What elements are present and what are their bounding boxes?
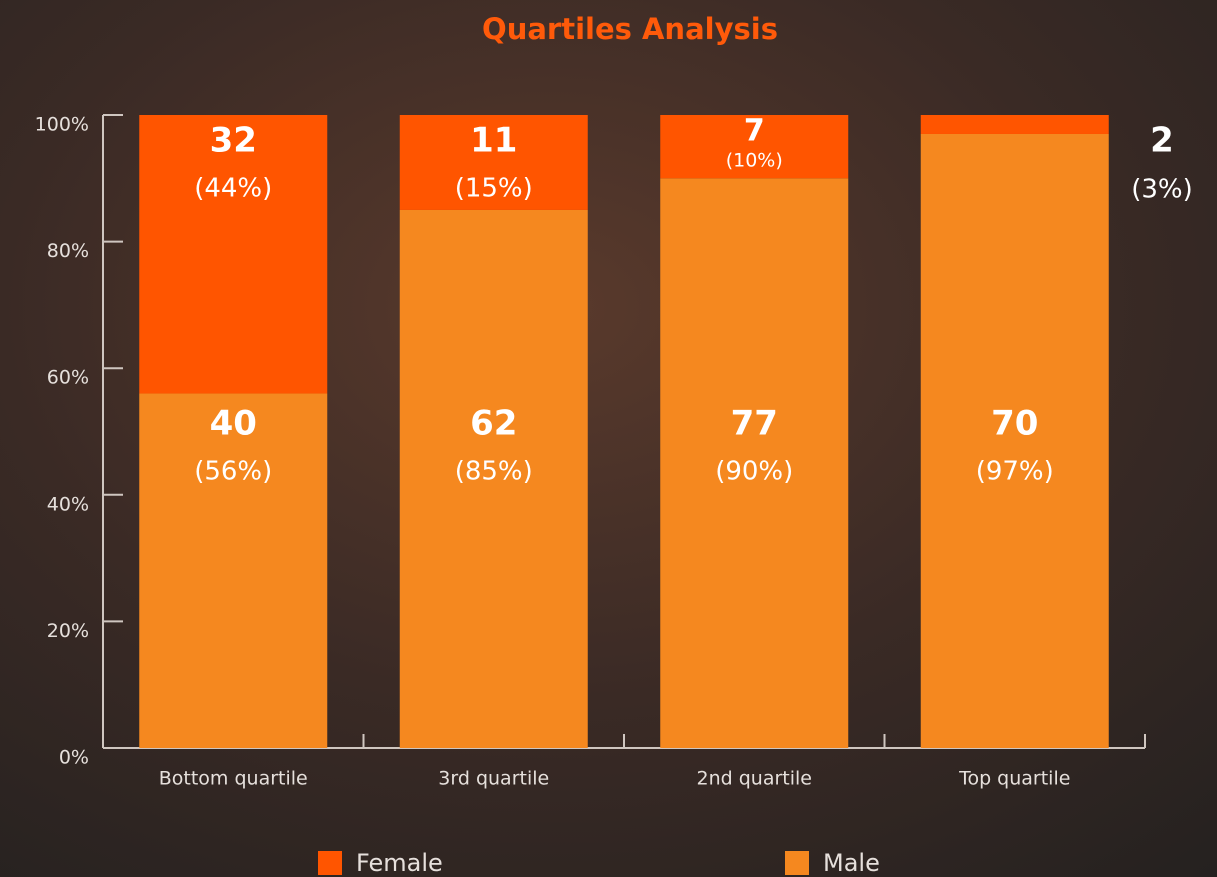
x-tick-label: 2nd quartile [697,768,812,790]
y-tick-label: 80% [47,240,89,262]
segment-percent: (85%) [455,457,533,487]
y-tick-label: 60% [47,367,89,389]
y-tick-label: 20% [47,620,89,642]
segment-count: 70 [991,404,1038,444]
x-tick-label: Bottom quartile [159,768,308,790]
legend-swatch [785,851,809,875]
page: Quartiles Analysis 0% 20% 40% 60% 80% 100% Bot… [0,0,1217,877]
segment-percent: (10%) [726,150,783,172]
chart: Quartiles Analysis 0% 20% 40% 60% 80% 100% Bot… [0,0,1217,877]
segment-percent: (3%) [1131,175,1193,205]
segment-count: 2 [1150,121,1174,161]
x-tick-label: 3rd quartile [438,768,549,790]
x-tick-label: Top quartile [958,768,1070,790]
bar-segment [139,394,327,748]
segment-percent: (97%) [976,457,1054,487]
legend-label: Female [356,849,443,877]
y-tick-label: 0% [59,747,89,769]
segment-count: 11 [470,121,517,161]
segment-percent: (90%) [715,457,793,487]
segment-percent: (15%) [455,174,533,204]
segment-percent: (44%) [194,174,272,204]
legend-label: Male [823,849,880,877]
y-tick-label: 100% [35,114,89,136]
y-tick-label: 40% [47,493,89,515]
legend-swatch [318,851,342,875]
segment-count: 77 [731,404,778,444]
segment-count: 40 [210,404,257,444]
segment-count: 7 [744,114,765,149]
segment-count: 32 [210,121,257,161]
bar-segment [921,115,1109,134]
segment-count: 62 [470,404,517,444]
chart-title: Quartiles Analysis [482,12,778,46]
segment-percent: (56%) [194,457,272,487]
